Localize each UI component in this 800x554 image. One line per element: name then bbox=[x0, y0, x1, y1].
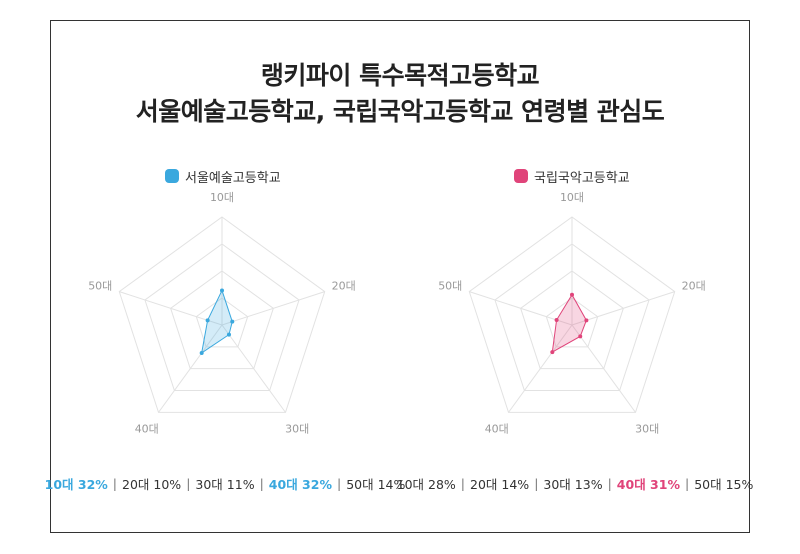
legend-label-gugak: 국립국악고등학교 bbox=[534, 170, 630, 186]
data-point bbox=[205, 318, 210, 323]
summary-value: 10대 32% bbox=[44, 477, 108, 492]
data-point bbox=[550, 350, 555, 355]
summary-separator: | bbox=[607, 476, 612, 491]
legend-gugak: 국립국악고등학교 bbox=[514, 166, 630, 186]
summary-value: 20대 14% bbox=[470, 477, 530, 492]
grid-spoke bbox=[221, 324, 286, 413]
grid-spoke bbox=[571, 291, 675, 326]
summary-value: 40대 31% bbox=[616, 477, 680, 492]
grid-ring bbox=[468, 216, 676, 413]
grid-ring bbox=[144, 243, 300, 392]
data-point bbox=[226, 332, 231, 337]
summary-value: 50대 14% bbox=[346, 477, 406, 492]
data-point bbox=[578, 334, 583, 339]
grid-spoke bbox=[508, 324, 573, 413]
legend-swatch-seoul-arts bbox=[165, 169, 179, 183]
axis-label: 20대 bbox=[332, 279, 356, 292]
data-point bbox=[584, 318, 589, 323]
chart-title-line2: 서울예술고등학교, 국립국악고등학교 연령별 관심도 bbox=[135, 97, 665, 126]
grid-spoke bbox=[221, 291, 325, 326]
axis-label: 30대 bbox=[635, 423, 659, 436]
series-area bbox=[200, 289, 233, 355]
summary-separator: | bbox=[112, 476, 118, 491]
grid-ring bbox=[195, 297, 249, 348]
summary-separator: | bbox=[259, 476, 264, 491]
summary-gugak: 10대 28% | 20대 14% | 30대 13% | 40대 31% | 50대 15% bbox=[350, 474, 800, 493]
axis-label: 30대 bbox=[285, 423, 309, 436]
grid-ring bbox=[494, 243, 650, 392]
data-point bbox=[570, 292, 574, 297]
chart-frame bbox=[50, 20, 750, 533]
series-area bbox=[551, 293, 587, 354]
data-point bbox=[554, 317, 559, 322]
legend-label-seoul-arts: 서울예술고등학교 bbox=[185, 170, 281, 186]
grid-ring bbox=[118, 216, 326, 413]
axis-label: 20대 bbox=[682, 279, 706, 292]
data-point bbox=[230, 319, 235, 324]
axis-label: 10대 bbox=[210, 191, 234, 204]
radar-chart-seoul-arts: 10대 20대 30대 40대 50대 bbox=[88, 191, 356, 436]
grid-ring bbox=[520, 270, 624, 370]
axis-label: 50대 bbox=[88, 279, 112, 292]
chart-title-line1: 랭키파이 특수목적고등학교 bbox=[260, 61, 540, 90]
axis-label: 40대 bbox=[135, 423, 159, 436]
summary-value: 30대 13% bbox=[543, 477, 603, 492]
axis-label: 50대 bbox=[438, 279, 462, 292]
summary-value: 30대 11% bbox=[195, 477, 255, 492]
radar-chart-gugak: 10대 20대 30대 40대 50대 bbox=[438, 191, 706, 436]
summary-separator: | bbox=[460, 476, 466, 491]
grid-spoke bbox=[158, 324, 223, 413]
grid-spoke bbox=[119, 291, 223, 326]
summary-separator: | bbox=[534, 476, 539, 491]
summary-value: 50대 15% bbox=[694, 477, 754, 492]
data-point bbox=[199, 350, 204, 355]
legend-swatch-gugak bbox=[514, 169, 528, 183]
axis-label: 40대 bbox=[485, 423, 509, 436]
grid-ring bbox=[545, 297, 599, 348]
summary-separator: | bbox=[336, 476, 342, 491]
summary-value: 10대 28% bbox=[396, 477, 456, 492]
grid-ring bbox=[170, 270, 274, 370]
legend-seoul-arts: 서울예술고등학교 bbox=[165, 166, 281, 186]
axis-label: 10대 bbox=[560, 191, 584, 204]
grid-spoke bbox=[571, 324, 636, 413]
summary-separator: | bbox=[684, 476, 690, 491]
summary-separator: | bbox=[186, 476, 191, 491]
summary-seoul-arts: 10대 32% | 20대 10% | 30대 11% | 40대 32% | 50대 14% bbox=[0, 474, 450, 493]
summary-value: 40대 32% bbox=[268, 477, 332, 492]
summary-value: 20대 10% bbox=[122, 477, 182, 492]
data-point bbox=[220, 288, 224, 293]
